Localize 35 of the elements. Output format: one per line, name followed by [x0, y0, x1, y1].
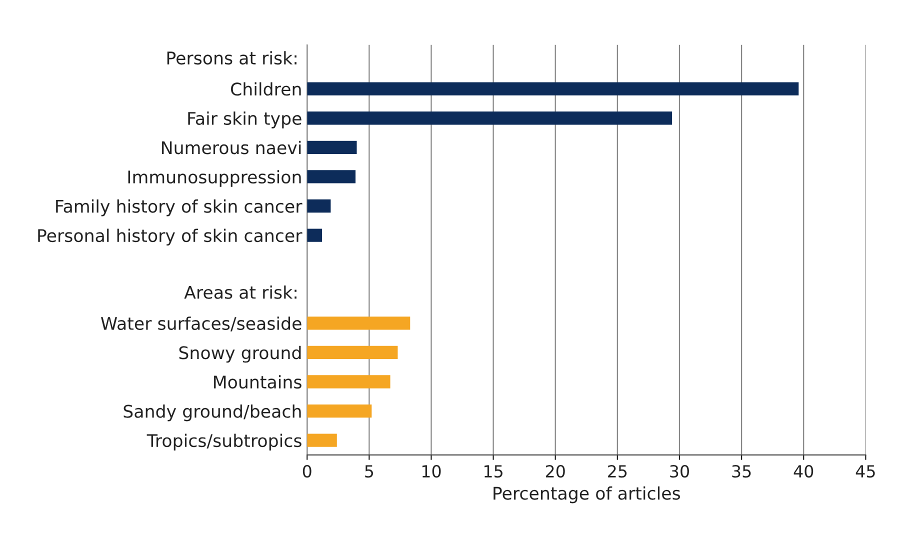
x-tick-label: 35 — [732, 464, 751, 478]
x-tick-label: 15 — [484, 465, 502, 478]
x-tick-label: 30 — [670, 464, 689, 478]
x-tick-label: 25 — [608, 464, 627, 478]
y-tick-label: Family history of skin cancer — [56, 199, 302, 216]
bar — [307, 228, 322, 242]
y-tick-label: Tropics/subtropics — [146, 434, 302, 451]
y-tick-label: Snowy ground — [179, 346, 301, 363]
bar — [307, 316, 410, 330]
text: Areas at risk: — [184, 285, 296, 299]
y-tick-label: Numerous naevi — [162, 140, 301, 154]
y-tick-label: Mountains — [214, 375, 302, 389]
text: Persons at risk: — [167, 51, 296, 65]
bar — [307, 140, 357, 154]
x-tick-label: 5 — [365, 465, 374, 478]
y-tick-label: Sandy ground/beach — [124, 404, 301, 422]
bar — [307, 112, 672, 125]
bar — [307, 434, 337, 447]
bar — [307, 199, 331, 213]
bar — [307, 375, 390, 388]
bar — [307, 346, 398, 360]
x-tick-label: 0 — [302, 464, 312, 478]
x-tick-label: 45 — [856, 465, 875, 478]
x-axis-title: Percentage of articles — [494, 486, 680, 504]
y-tick-label: Water surfaces/seaside — [101, 316, 302, 332]
bar — [307, 404, 372, 418]
x-tick-label: 40 — [794, 464, 814, 478]
y-tick-label: Personal history of skin cancer — [38, 228, 302, 246]
y-tick-label: Children — [231, 82, 301, 96]
x-tick-label: 10 — [422, 464, 441, 478]
bar — [307, 82, 799, 96]
x-tick-label: 20 — [546, 464, 565, 478]
bar — [307, 170, 356, 184]
y-tick-label: Fair skin type — [188, 112, 302, 128]
y-tick-label: Immunosuppression — [128, 170, 301, 187]
